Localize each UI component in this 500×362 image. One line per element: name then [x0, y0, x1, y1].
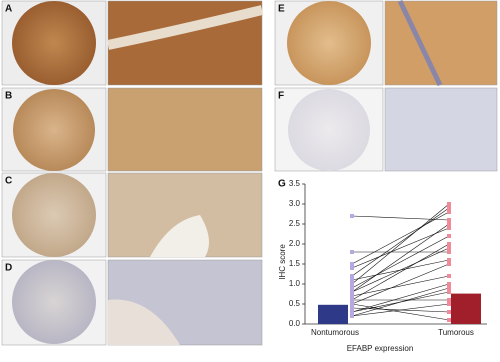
point [447, 310, 451, 314]
point [350, 314, 354, 318]
pair-line [351, 243, 450, 301]
point [447, 290, 451, 294]
point [350, 290, 354, 294]
y-tick-label: 3.0 [289, 199, 301, 208]
point [350, 302, 354, 306]
pair-line [351, 247, 450, 293]
y-tick-label: 0.5 [289, 299, 301, 308]
pair-line [351, 203, 450, 285]
point [350, 266, 354, 270]
point [447, 250, 451, 254]
y-tick-label: 0.0 [289, 319, 301, 328]
point [447, 202, 451, 206]
point [350, 278, 354, 282]
panel-label: C [5, 176, 12, 187]
point [350, 214, 354, 218]
point [447, 206, 451, 210]
bar [318, 304, 348, 324]
point [447, 226, 451, 230]
y-tick-label: 1.5 [289, 259, 301, 268]
y-tick-label: 3.5 [289, 179, 301, 188]
pair-line [351, 303, 450, 321]
pair-line [351, 215, 450, 221]
point [447, 274, 451, 278]
point [447, 302, 451, 306]
point [350, 286, 354, 290]
point [447, 246, 451, 250]
pair-line [351, 263, 450, 305]
point [447, 218, 451, 222]
pair-line [351, 307, 450, 313]
point [447, 258, 451, 262]
x-tick-label: Nontumorous [311, 328, 359, 337]
panel-label: A [5, 4, 12, 15]
point [447, 298, 451, 302]
y-tick-label: 2.5 [289, 219, 301, 228]
x-axis-label: EFABP expression [347, 344, 414, 353]
y-axis-label: IHC score [278, 244, 287, 280]
pair-line [351, 275, 450, 297]
point [447, 282, 451, 286]
histology-panels [1, 0, 498, 346]
pair-line [351, 211, 450, 265]
point [350, 274, 354, 278]
panel-label: E [278, 4, 285, 15]
point [350, 298, 354, 302]
bar [451, 293, 481, 324]
point [447, 286, 451, 290]
point [447, 234, 451, 238]
point [447, 210, 451, 214]
panel-label: F [278, 91, 284, 102]
pair-line [351, 235, 450, 289]
y-tick-label: 2.0 [289, 239, 301, 248]
point [350, 310, 354, 314]
panel-label: D [5, 263, 12, 274]
pair-line [351, 287, 450, 317]
panel-label: B [5, 91, 12, 102]
point [447, 262, 451, 266]
point [350, 250, 354, 254]
point [350, 294, 354, 298]
pair-line [351, 227, 450, 269]
point [350, 282, 354, 286]
point [447, 222, 451, 226]
panel-label: G [278, 179, 286, 190]
pair-line [351, 223, 450, 293]
y-tick-label: 1.0 [289, 279, 301, 288]
point [447, 242, 451, 246]
point [350, 262, 354, 266]
x-tick-label: Tumorous [438, 328, 474, 337]
point [350, 306, 354, 310]
point [447, 318, 451, 322]
pair-line [351, 283, 450, 313]
